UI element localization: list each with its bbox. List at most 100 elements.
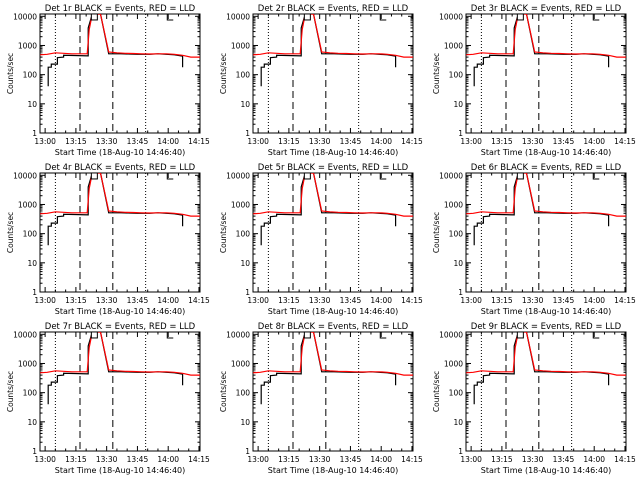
- x-tick-label: 13:15: [278, 455, 300, 464]
- x-tick-label: 13:15: [491, 455, 513, 464]
- y-tick-label: 1000: [18, 359, 37, 368]
- square-marker: [90, 331, 98, 339]
- y-tick-label: 100: [449, 230, 464, 239]
- hook-marker: [166, 13, 174, 21]
- detector-panel-6: Det 6r BLACK = Events, RED = LLD 1 10 100 10…: [432, 163, 636, 316]
- events-series-line: [473, 14, 610, 87]
- y-tick-label: 1: [458, 447, 463, 456]
- y-tick-label: 1: [32, 447, 37, 456]
- plot-frame: [252, 172, 414, 293]
- detector-panel-4: Det 4r BLACK = Events, RED = LLD 1 10 100 10…: [6, 163, 210, 316]
- lld-series-line: [466, 14, 626, 58]
- x-tick-label: 13:30: [522, 137, 544, 146]
- y-tick-label: 10: [27, 259, 37, 268]
- lld-series-line: [40, 173, 200, 217]
- x-axis-label: Start Time (18-Aug-10 14:46:40): [268, 466, 399, 475]
- x-tick-label: 14:00: [157, 455, 179, 464]
- y-tick-label: 100: [449, 71, 464, 80]
- y-tick-label: 10000: [13, 171, 37, 180]
- x-tick-label: 13:00: [460, 455, 482, 464]
- detector-panel-1: Det 1r BLACK = Events, RED = LLD 1 10 100 10…: [6, 4, 210, 157]
- hook-marker: [166, 331, 174, 339]
- x-tick-label: 14:00: [370, 296, 392, 305]
- events-series-line: [260, 173, 397, 246]
- x-tick-label: 13:30: [96, 296, 118, 305]
- plot-frame: [252, 331, 414, 452]
- detector-panel-3: Det 3r BLACK = Events, RED = LLD 1 10 100 10…: [432, 4, 636, 157]
- x-tick-label: 14:15: [614, 296, 636, 305]
- y-axis-label: Counts/sec: [6, 212, 15, 253]
- x-tick-label: 13:45: [553, 455, 575, 464]
- y-axis-label: Counts/sec: [432, 212, 441, 253]
- panel-title: Det 4r BLACK = Events, RED = LLD: [45, 163, 196, 173]
- y-axis-label: Counts/sec: [6, 371, 15, 412]
- plot-frame: [39, 172, 201, 293]
- detector-panel-9: Det 9r BLACK = Events, RED = LLD 1 10 100 10…: [432, 322, 636, 475]
- plot-frame: [465, 172, 627, 293]
- plot-frame: [39, 13, 201, 134]
- x-axis-label: Start Time (18-Aug-10 14:46:40): [55, 307, 186, 316]
- y-axis-label: Counts/sec: [6, 53, 15, 94]
- events-series-line: [47, 14, 184, 87]
- plot-frame: [465, 13, 627, 134]
- events-series-line: [473, 173, 610, 246]
- x-tick-label: 14:15: [188, 137, 210, 146]
- panel-title: Det 3r BLACK = Events, RED = LLD: [471, 4, 622, 14]
- y-tick-label: 10: [240, 418, 250, 427]
- y-tick-label: 10000: [439, 12, 463, 21]
- x-tick-label: 13:45: [340, 137, 362, 146]
- x-tick-label: 13:45: [340, 296, 362, 305]
- hook-marker: [379, 331, 387, 339]
- y-axis-label: Counts/sec: [219, 212, 228, 253]
- y-tick-label: 10: [453, 418, 463, 427]
- x-tick-label: 13:00: [34, 137, 56, 146]
- y-tick-label: 1000: [444, 41, 463, 50]
- y-tick-label: 1000: [444, 359, 463, 368]
- lld-series-line: [253, 173, 413, 217]
- panel-title: Det 5r BLACK = Events, RED = LLD: [258, 163, 409, 173]
- x-tick-label: 13:00: [460, 137, 482, 146]
- y-tick-label: 1: [245, 129, 250, 138]
- plot-frame: [465, 331, 627, 452]
- events-series-line: [260, 332, 397, 405]
- events-series-line: [47, 173, 184, 246]
- y-tick-label: 1000: [231, 359, 250, 368]
- lld-series-line: [253, 14, 413, 58]
- y-axis-label: Counts/sec: [219, 371, 228, 412]
- events-series-line: [473, 332, 610, 405]
- y-tick-label: 1: [245, 288, 250, 297]
- square-marker: [516, 13, 524, 21]
- x-tick-label: 13:00: [34, 455, 56, 464]
- x-tick-label: 13:30: [309, 137, 331, 146]
- detector-panel-5: Det 5r BLACK = Events, RED = LLD 1 10 100 10…: [219, 163, 423, 316]
- y-tick-label: 1: [458, 129, 463, 138]
- hook-marker: [166, 172, 174, 180]
- y-tick-label: 10000: [226, 12, 250, 21]
- x-axis-label: Start Time (18-Aug-10 14:46:40): [268, 307, 399, 316]
- y-tick-label: 10: [240, 259, 250, 268]
- y-tick-label: 10: [240, 100, 250, 109]
- detector-panel-2: Det 2r BLACK = Events, RED = LLD 1 10 100 10…: [219, 4, 423, 157]
- y-tick-label: 10000: [13, 12, 37, 21]
- y-tick-label: 100: [449, 389, 464, 398]
- x-tick-label: 14:15: [401, 137, 423, 146]
- x-tick-label: 14:00: [157, 296, 179, 305]
- x-tick-label: 13:15: [491, 137, 513, 146]
- y-axis-label: Counts/sec: [219, 53, 228, 94]
- y-tick-label: 10000: [226, 171, 250, 180]
- y-tick-label: 1000: [18, 41, 37, 50]
- x-tick-label: 13:30: [96, 455, 118, 464]
- x-tick-label: 13:00: [34, 296, 56, 305]
- x-tick-label: 13:00: [247, 455, 269, 464]
- hook-marker: [592, 172, 600, 180]
- x-tick-label: 13:45: [340, 455, 362, 464]
- square-marker: [516, 172, 524, 180]
- y-tick-label: 1000: [444, 200, 463, 209]
- plot-frame: [39, 331, 201, 452]
- x-tick-label: 14:15: [188, 455, 210, 464]
- x-tick-label: 13:00: [247, 137, 269, 146]
- x-axis-label: Start Time (18-Aug-10 14:46:40): [55, 466, 186, 475]
- y-tick-label: 10000: [439, 330, 463, 339]
- x-tick-label: 14:00: [583, 296, 605, 305]
